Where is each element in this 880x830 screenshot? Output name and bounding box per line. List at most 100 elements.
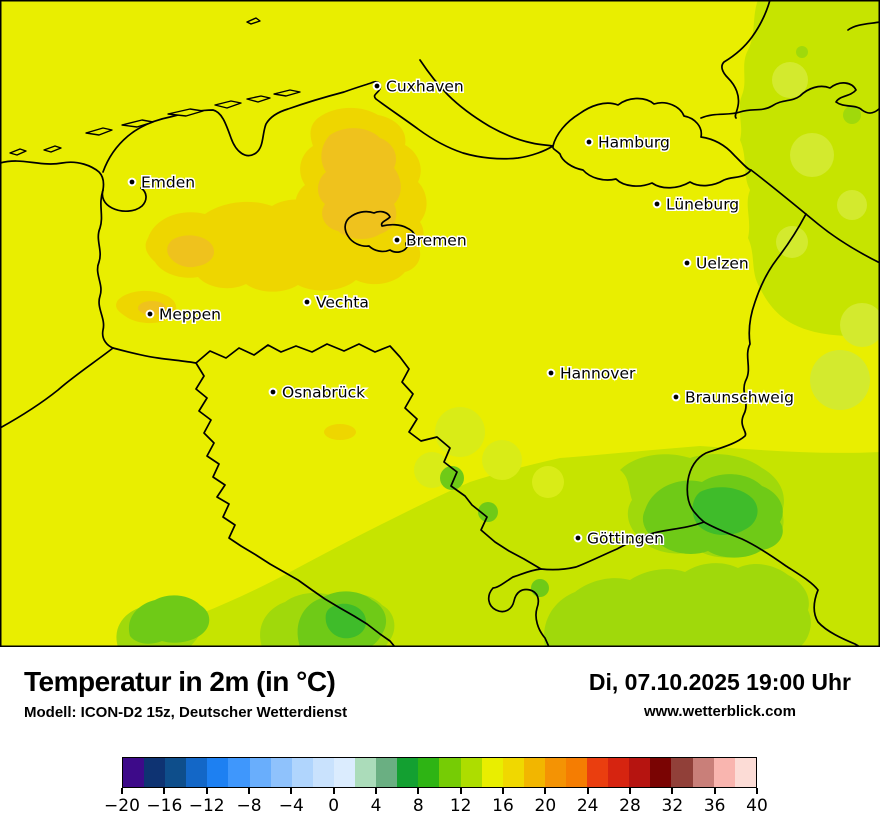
city-label-meppen: Meppen bbox=[159, 306, 221, 324]
colorbar-segment-11 bbox=[355, 758, 377, 787]
city-label-lüneburg: Lüneburg bbox=[666, 196, 739, 214]
state-borders bbox=[0, 0, 880, 647]
colorbar-tick-label: 28 bbox=[619, 796, 641, 816]
city-label-vechta: Vechta bbox=[316, 294, 369, 312]
city-dot-osnabrück bbox=[268, 387, 278, 397]
map-frame bbox=[0, 0, 880, 647]
colorbar-tick bbox=[544, 788, 547, 794]
colorbar-tick-label: 4 bbox=[370, 796, 382, 816]
temperature-field bbox=[0, 0, 880, 647]
city-label-hamburg: Hamburg bbox=[598, 134, 670, 152]
colorbar-tick bbox=[163, 788, 166, 794]
colorbar-tick-label: −4 bbox=[278, 796, 304, 816]
colorbar-segment-23 bbox=[608, 758, 630, 787]
colorbar-segment-17 bbox=[481, 758, 503, 787]
colorbar-tick-label: 20 bbox=[534, 796, 557, 816]
weather-map: Cuxhaven Hamburg Emden Lüneburg Bremen Uelzen… bbox=[0, 0, 880, 647]
colorbar-tick bbox=[756, 788, 758, 794]
website-label: www.wetterblick.com bbox=[643, 703, 796, 720]
colorbar-tick bbox=[713, 788, 716, 794]
temperature-colorbar: −20 −16 −12 −8 −4 0 4 8 12 16 20 24 28 32 36 40 bbox=[104, 757, 768, 817]
colorbar-segment-9 bbox=[312, 758, 334, 787]
colorbar-tick-label: 0 bbox=[328, 796, 340, 816]
city-label-braunschweig: Braunschweig bbox=[685, 389, 794, 407]
colorbar-segment-15 bbox=[439, 758, 461, 787]
colorbar-tick-label: 8 bbox=[412, 796, 424, 816]
colorbar-tick bbox=[332, 788, 335, 794]
city-dot-hannover bbox=[546, 368, 556, 378]
colorbar-segment-3 bbox=[186, 758, 208, 787]
colorbar-segment-12 bbox=[376, 758, 398, 787]
colorbar-segment-22 bbox=[587, 758, 609, 787]
colorbar-segment-4 bbox=[207, 758, 229, 787]
colorbar-tick bbox=[502, 788, 504, 794]
colorbar-tick bbox=[205, 788, 208, 794]
colorbar-tick-label: 32 bbox=[661, 796, 684, 816]
city-dot-lüneburg bbox=[652, 199, 662, 209]
colorbar-tick bbox=[375, 788, 377, 794]
city-dot-bremen bbox=[392, 235, 402, 245]
city-markers: Cuxhaven Hamburg Emden Lüneburg Bremen Uelzen… bbox=[127, 76, 795, 549]
colorbar-tick-label: 40 bbox=[746, 796, 768, 816]
colorbar-tick-label: −8 bbox=[236, 796, 262, 816]
colorbar-tick bbox=[121, 788, 123, 794]
colorbar-tick bbox=[417, 788, 420, 794]
city-dot-emden bbox=[127, 177, 137, 187]
city-dot-meppen bbox=[145, 309, 155, 319]
city-dot-hamburg bbox=[584, 137, 594, 147]
colorbar-segment-2 bbox=[165, 758, 187, 787]
colorbar-segment-14 bbox=[418, 758, 440, 787]
colorbar-tick-label: −12 bbox=[188, 796, 225, 816]
colorbar-tick-label: 24 bbox=[576, 796, 599, 816]
city-dot-braunschweig bbox=[671, 392, 681, 402]
colorbar-segment-24 bbox=[629, 758, 651, 787]
colorbar-tick bbox=[248, 788, 250, 794]
colorbar-segment-29 bbox=[734, 758, 756, 787]
colorbar-segment-10 bbox=[333, 758, 356, 787]
model-line: Modell: ICON-D2 15z, Deutscher Wetterdie… bbox=[24, 704, 348, 721]
colorbar-tick bbox=[629, 788, 631, 794]
colorbar-tick bbox=[671, 788, 674, 794]
colorbar-segment-18 bbox=[502, 758, 524, 787]
page-title: Temperatur in 2m (in °C) bbox=[24, 666, 336, 697]
colorbar-segment-21 bbox=[565, 758, 588, 787]
info-right: Di, 07.10.2025 19:00 Uhr www.wetterblick… bbox=[589, 666, 851, 720]
colorbar-segment-28 bbox=[713, 758, 735, 787]
colorbar-tick-label: 36 bbox=[703, 796, 726, 816]
colorbar-tick bbox=[586, 788, 589, 794]
colorbar-segment-20 bbox=[544, 758, 566, 787]
colorbar-segment-26 bbox=[671, 758, 693, 787]
colorbar-tick bbox=[290, 788, 293, 794]
colorbar-tick-label: −16 bbox=[146, 796, 183, 816]
colorbar-tick bbox=[459, 788, 462, 794]
colorbar-segment-5 bbox=[228, 758, 250, 787]
colorbar-scale bbox=[122, 757, 757, 788]
city-dot-uelzen bbox=[682, 258, 692, 268]
colorbar-tick-label: 16 bbox=[492, 796, 514, 816]
city-label-bremen: Bremen bbox=[406, 232, 467, 250]
city-label-cuxhaven: Cuxhaven bbox=[386, 78, 464, 96]
city-dot-göttingen bbox=[573, 533, 583, 543]
colorbar-segment-6 bbox=[249, 758, 271, 787]
colorbar-segment-16 bbox=[460, 758, 482, 787]
datetime-label: Di, 07.10.2025 19:00 Uhr bbox=[588, 669, 851, 695]
colorbar-segment-0 bbox=[123, 758, 145, 787]
city-label-emden: Emden bbox=[141, 174, 195, 192]
city-label-hannover: Hannover bbox=[560, 365, 636, 383]
city-label-uelzen: Uelzen bbox=[696, 255, 749, 273]
city-label-göttingen: Göttingen bbox=[587, 530, 664, 548]
colorbar-tick-label: 12 bbox=[449, 796, 472, 816]
info-bar: Temperatur in 2m (in °C) Modell: ICON-D2… bbox=[24, 666, 851, 721]
city-dot-cuxhaven bbox=[372, 81, 382, 91]
islands bbox=[9, 17, 301, 156]
colorbar-segment-19 bbox=[523, 758, 545, 787]
city-label-osnabrück: Osnabrück bbox=[282, 384, 365, 402]
info-left: Temperatur in 2m (in °C) Modell: ICON-D2… bbox=[24, 666, 347, 721]
colorbar-tick-label: −20 bbox=[104, 796, 140, 816]
colorbar-segment-1 bbox=[144, 758, 166, 787]
colorbar-segment-13 bbox=[397, 758, 419, 787]
city-dot-vechta bbox=[302, 297, 312, 307]
colorbar-segment-8 bbox=[291, 758, 313, 787]
colorbar-segment-27 bbox=[692, 758, 714, 787]
